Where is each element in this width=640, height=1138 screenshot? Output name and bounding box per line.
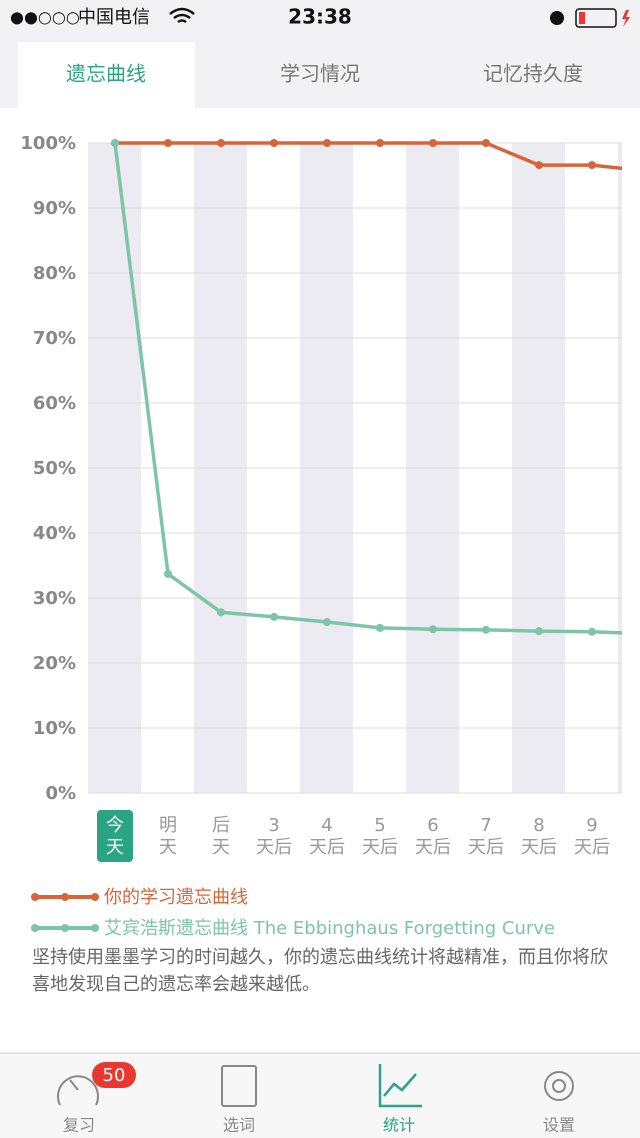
point (323, 139, 331, 147)
y-tick-label: 30% (33, 588, 76, 609)
tab-bar-label[interactable]: 选词 (223, 1116, 255, 1135)
y-tick-label: 70% (33, 328, 76, 349)
review-icon-needle (69, 1079, 79, 1091)
carrier: 中国电信 (78, 7, 150, 28)
y-tick-label: 0% (45, 783, 76, 804)
x-tick-label: 3 (268, 815, 279, 836)
x-tick-label: 天后 (574, 837, 610, 858)
settings-icon-center (552, 1079, 566, 1093)
y-tick-label: 20% (33, 653, 76, 674)
point (482, 625, 490, 634)
y-tick-label: 100% (20, 133, 76, 154)
point (376, 139, 384, 147)
legend-dot (91, 924, 99, 932)
tab[interactable]: 学习情况 (280, 62, 360, 86)
legend-label: 你的学习遗忘曲线 (104, 887, 248, 908)
signal: ●●○○○ (10, 8, 80, 27)
legend-dot (31, 893, 39, 901)
y-tick-label: 40% (33, 523, 76, 544)
legend-dot (61, 893, 69, 901)
point (111, 139, 119, 147)
tab-bar-label[interactable]: 复习 (63, 1116, 95, 1135)
point (217, 139, 225, 147)
point (164, 139, 172, 147)
tab-bar-label[interactable]: 设置 (543, 1116, 575, 1135)
tab[interactable]: 记忆持久度 (483, 62, 583, 86)
x-tick-label: 5 (374, 815, 385, 836)
point (217, 608, 225, 617)
x-tick-label: 天 (106, 837, 124, 858)
badge: 50 (103, 1065, 126, 1086)
y-tick-label: 10% (33, 718, 76, 739)
series (111, 139, 622, 636)
x-tick-label: 8 (533, 815, 544, 836)
x-tick-label: 天后 (415, 837, 451, 858)
point (164, 569, 172, 578)
wifi-icon (169, 7, 195, 24)
point (429, 625, 437, 634)
battery-level (579, 12, 585, 24)
x-tick-label: 天后 (521, 837, 557, 858)
point (429, 139, 437, 147)
battery (575, 8, 617, 28)
point (588, 627, 596, 636)
x-tick-label: 天 (159, 837, 177, 858)
point (376, 623, 384, 632)
active-tab-bg (18, 42, 195, 112)
x-tick-highlight (97, 810, 133, 862)
legend-dot (31, 924, 39, 932)
x-tick-label: 天后 (309, 837, 345, 858)
charging-icon (622, 10, 630, 27)
x-tick-label: 天后 (256, 837, 292, 858)
point (270, 139, 278, 147)
time: 23:38 (288, 5, 352, 29)
stats-icon[interactable] (378, 1064, 422, 1108)
y-tick-label: 90% (33, 198, 76, 219)
point (588, 161, 596, 170)
y-tick-label: 60% (33, 393, 76, 414)
badge-bg (92, 1062, 136, 1088)
tab-bar-label[interactable]: 统计 (383, 1116, 415, 1135)
x-tick-label: 今 (106, 815, 124, 836)
point (323, 618, 331, 627)
x-tick-label: 4 (321, 815, 332, 836)
x-tick-label: 天 (212, 837, 230, 858)
x-tick-label: 9 (586, 815, 597, 836)
legend-dot (91, 893, 99, 901)
y-tick-label: 50% (33, 458, 76, 479)
settings-icon[interactable] (544, 1071, 574, 1101)
point (535, 627, 543, 636)
x-tick-label: 明 (159, 815, 177, 836)
review-icon[interactable] (57, 1075, 99, 1106)
x-tick-label: 天后 (468, 837, 504, 858)
point (270, 612, 278, 621)
alarm-icon (550, 11, 564, 25)
tab[interactable]: 遗忘曲线 (66, 62, 146, 86)
description: 坚持使用墨墨学习的时间越久，你的遗忘曲线统计将越精准，而且你将欣喜地发现自己的遗… (32, 947, 608, 995)
plot: 0%10%20%30%40%50%60%70%80%90%100%今天明天后天3… (20, 133, 622, 939)
legend-label: 艾宾浩斯遗忘曲线 The Ebbinghaus Forgetting Curve (104, 918, 555, 939)
words-icon[interactable] (221, 1065, 257, 1107)
x-tick-label: 6 (427, 815, 438, 836)
x-tick-label: 后 (212, 815, 230, 836)
x-tick-label: 7 (480, 815, 491, 836)
legend-dot (61, 924, 69, 932)
x-tick-label: 天后 (362, 837, 398, 858)
y-tick-label: 80% (33, 263, 76, 284)
point (535, 161, 543, 170)
point (482, 139, 490, 147)
